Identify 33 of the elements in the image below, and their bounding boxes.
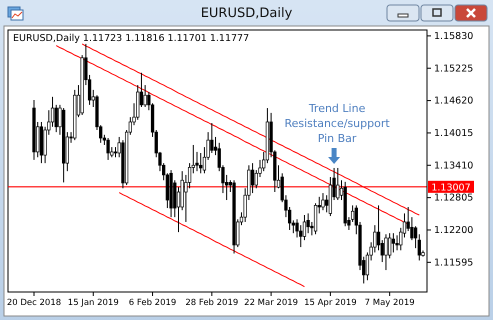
annotation: Trend Line Resistance/support Pin Bar	[284, 102, 390, 145]
candlestick	[210, 122, 214, 154]
candlestick	[388, 232, 392, 259]
candlestick	[384, 234, 388, 271]
candlestick	[321, 192, 325, 211]
y-tick-label: 1.14015	[434, 128, 474, 139]
y-tick-label: 1.14620	[434, 96, 474, 107]
line-series	[118, 192, 305, 288]
ref-line-label: 1.13007	[431, 182, 471, 194]
x-tick-label: 20 Dec 2018	[6, 298, 62, 308]
chart-subtitle: EURUSD,Daily 1.11723 1.11816 1.11701 1.11777	[13, 33, 250, 44]
candlestick	[114, 146, 118, 158]
y-tick-label: 1.13410	[434, 160, 474, 172]
x-tick-label: 15 Apr 2019	[304, 298, 357, 308]
x-tick-label: 15 Jan 2019	[68, 298, 119, 308]
candlestick	[106, 138, 110, 160]
y-tick-label: 1.12805	[434, 192, 474, 204]
candlestick	[199, 152, 202, 174]
candlestick	[392, 232, 396, 253]
candlestick	[250, 162, 254, 194]
y-tick-label: 1.11595	[434, 257, 474, 268]
y-tick-label: 1.15830	[434, 30, 474, 42]
y-tick-label: 1.15225	[434, 63, 474, 74]
x-tick-label: 22 Mar 2019	[244, 298, 298, 308]
candlestick	[302, 214, 306, 241]
x-tick-label: 6 Feb 2019	[128, 298, 176, 308]
candlestick	[395, 234, 399, 251]
x-tick-label: 7 May 2019	[364, 298, 415, 308]
candlestick	[336, 167, 340, 201]
candlestick	[143, 84, 147, 108]
y-tick-label: 1.12200	[434, 225, 474, 236]
chart-title: EURUSD,Daily	[200, 6, 293, 21]
x-tick-label: 28 Feb 2019	[185, 298, 238, 308]
